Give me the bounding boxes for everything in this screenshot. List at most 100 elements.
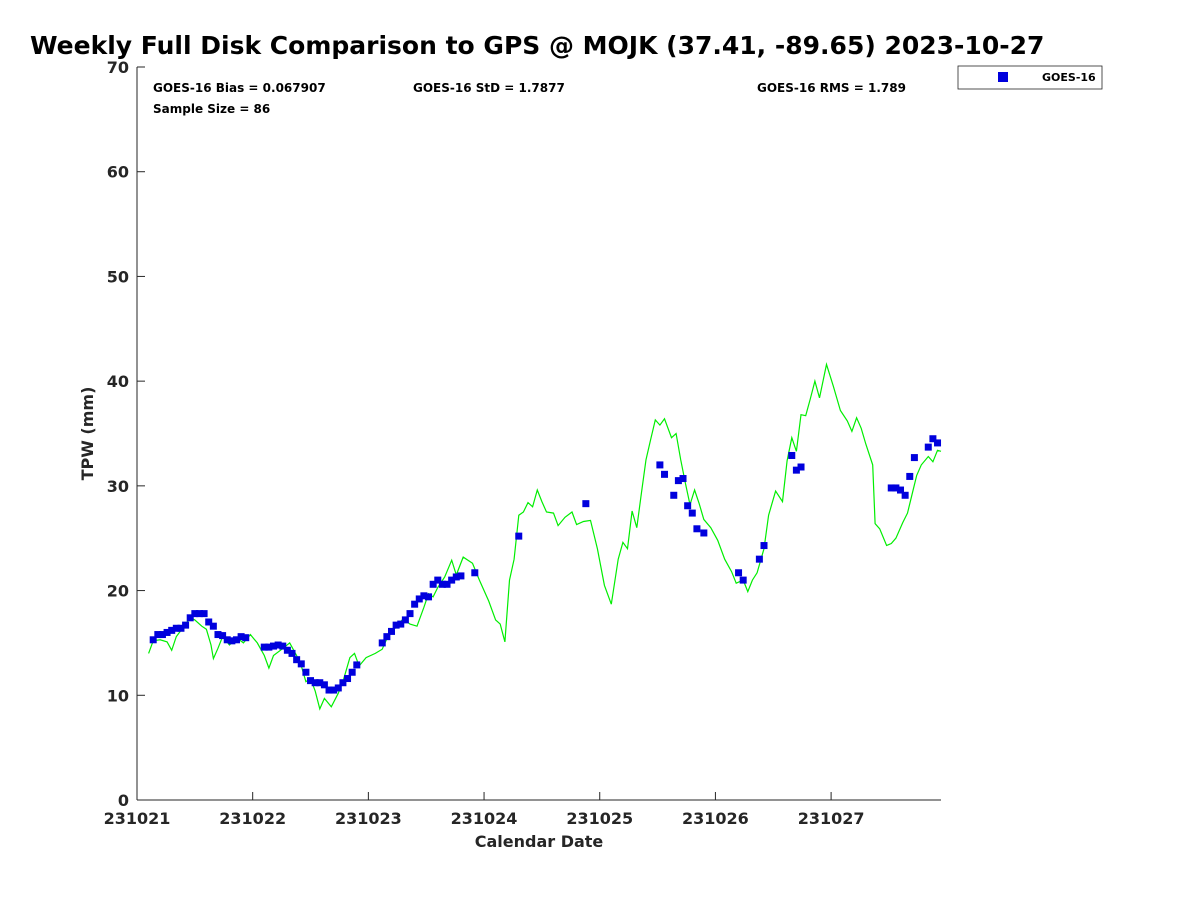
goes16-point	[420, 592, 428, 600]
goes16-point	[260, 643, 268, 651]
goes16-point	[219, 632, 227, 640]
y-tick-label: 40	[107, 372, 129, 391]
goes16-point	[448, 576, 456, 584]
x-tick-label: 231024	[451, 809, 518, 828]
x-ticks: 231021 231022 231023 231024 231025 231026 2310…	[104, 792, 865, 828]
x-tick-label: 231026	[682, 809, 749, 828]
legend-marker	[998, 72, 1008, 82]
goes16-point	[311, 679, 319, 687]
goes16-point	[172, 624, 180, 632]
goes16-point	[237, 633, 245, 641]
goes16-point	[388, 627, 396, 635]
x-tick-label: 231021	[104, 809, 171, 828]
goes16-point	[679, 475, 687, 483]
goes16-point	[149, 636, 157, 644]
rms-stat: GOES-16 RMS = 1.789	[757, 81, 906, 95]
goes16-point	[906, 472, 914, 480]
goes16-point	[892, 484, 900, 492]
goes16-point	[415, 595, 423, 603]
legend-box	[957, 65, 1103, 90]
goes16-point	[411, 600, 419, 608]
goes16-point	[232, 636, 240, 644]
goes16-point	[438, 580, 446, 588]
goes16-point	[397, 620, 405, 628]
goes16-point	[209, 622, 217, 630]
chart-title: Weekly Full Disk Comparison to GPS @ MOJ…	[30, 31, 1044, 60]
goes16-point	[383, 633, 391, 641]
sample-size-stat: Sample Size = 86	[153, 102, 270, 116]
goes16-point	[897, 486, 905, 494]
goes16-point	[425, 593, 433, 601]
goes16-point	[348, 668, 356, 676]
goes16-point	[307, 677, 315, 685]
goes16-point	[401, 616, 409, 624]
goes16-point	[901, 491, 909, 499]
goes16-point	[270, 642, 278, 650]
goes16-point	[177, 624, 185, 632]
goes16-point	[688, 509, 696, 517]
std-stat: GOES-16 StD = 1.7877	[413, 81, 565, 95]
goes16-point	[378, 639, 386, 647]
goes16-point	[452, 573, 460, 581]
goes16-point	[265, 643, 273, 651]
goes16-point	[242, 634, 250, 642]
y-tick-label: 70	[107, 58, 129, 77]
goes16-point	[755, 555, 763, 563]
goes16-point	[735, 569, 743, 577]
goes16-point	[186, 614, 194, 622]
goes16-point	[406, 610, 414, 618]
goes16-point	[392, 621, 400, 629]
goes16-point	[154, 631, 162, 639]
goes16-point	[792, 466, 800, 474]
goes16-point	[443, 580, 451, 588]
goes16-point	[929, 435, 937, 443]
goes16-point	[330, 686, 338, 694]
goes16-point	[297, 660, 305, 668]
bias-stat: GOES-16 Bias = 0.067907	[153, 81, 326, 95]
goes16-point	[293, 656, 301, 664]
x-tick-label: 231022	[219, 809, 286, 828]
y-tick-label: 10	[107, 686, 129, 705]
series-layer	[148, 362, 942, 711]
goes16-point	[200, 610, 208, 618]
goes16-point	[739, 576, 747, 584]
x-tick-label: 231025	[566, 809, 633, 828]
goes16-point	[934, 439, 942, 447]
goes16-point	[515, 532, 523, 540]
goes16-point	[693, 525, 701, 533]
goes16-point	[223, 636, 231, 644]
goes16-point	[760, 542, 768, 550]
y-axis-label: TPW (mm)	[78, 387, 97, 481]
stats-annotations: GOES-16 Bias = 0.067907 GOES-16 StD = 1.…	[153, 81, 906, 116]
y-ticks: 0 10 20 30 40 50 60 70	[107, 58, 145, 810]
goes16-point	[182, 621, 190, 629]
goes16-point	[325, 686, 333, 694]
goes16-point	[283, 646, 291, 654]
goes16-point	[339, 679, 347, 687]
goes16-point	[656, 461, 664, 469]
goes16-point	[661, 470, 669, 478]
y-tick-label: 60	[107, 163, 129, 182]
goes16-point	[457, 572, 465, 580]
gps-line	[148, 362, 942, 711]
goes16-point	[302, 668, 310, 676]
goes16-point	[471, 569, 479, 577]
y-tick-label: 0	[118, 791, 129, 810]
y-tick-label: 20	[107, 582, 129, 601]
goes16-point	[163, 628, 171, 636]
goes16-point	[191, 610, 199, 618]
goes16-point	[320, 681, 328, 689]
x-tick-label: 231023	[335, 809, 402, 828]
goes16-point	[684, 502, 692, 510]
y-tick-label: 50	[107, 267, 129, 286]
goes16-point	[168, 626, 176, 634]
goes16-point	[700, 529, 708, 537]
x-tick-label: 231027	[798, 809, 865, 828]
goes16-point	[214, 631, 222, 639]
goes16-point	[334, 684, 342, 692]
goes16-point	[158, 631, 166, 639]
goes16-point	[924, 443, 932, 451]
legend: GOES-16	[957, 65, 1103, 90]
goes16-point	[353, 661, 361, 669]
